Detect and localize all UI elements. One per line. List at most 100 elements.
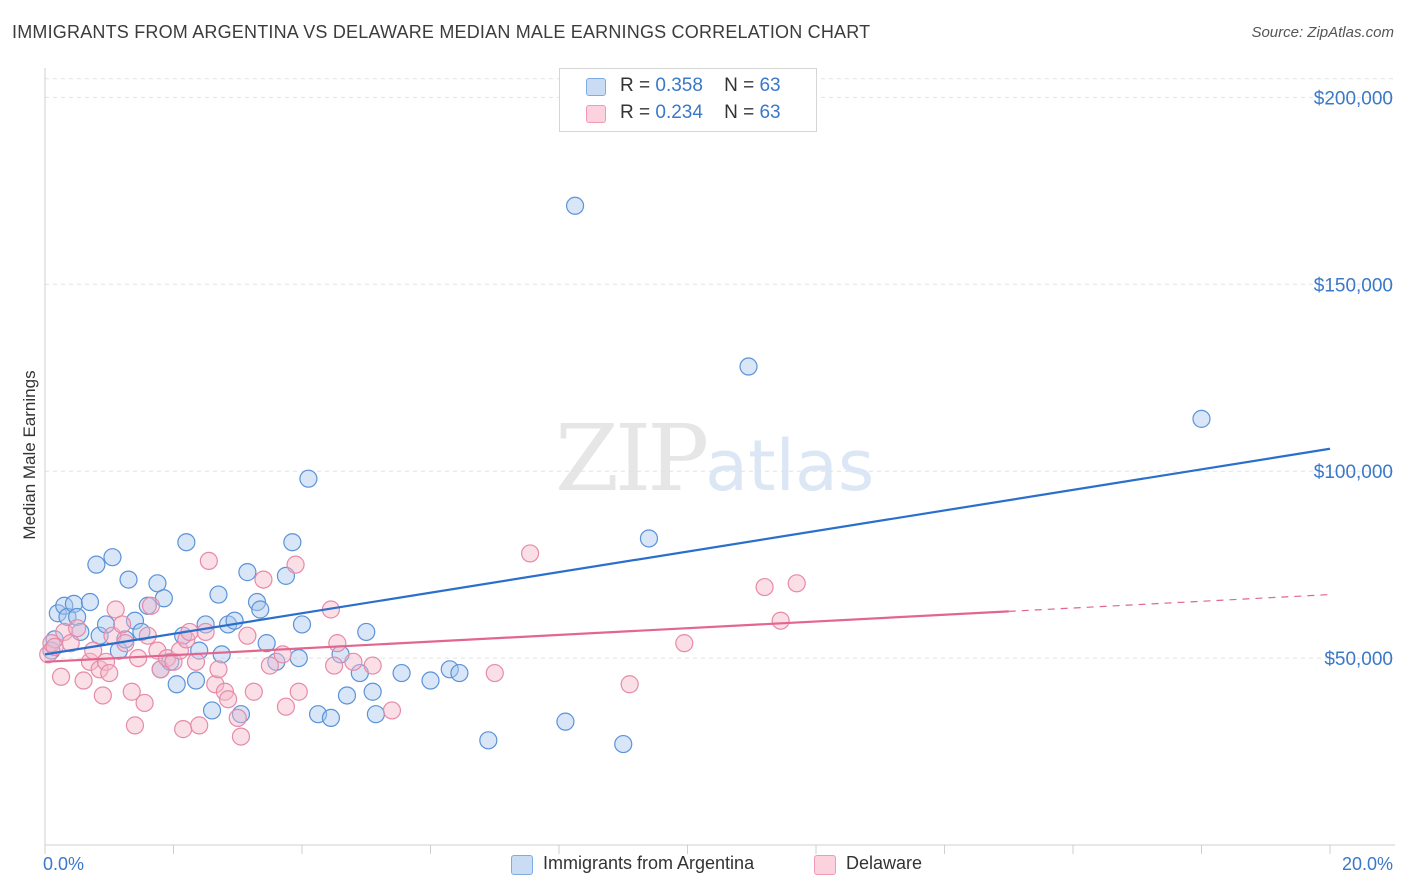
watermark-atlas: atlas bbox=[705, 425, 875, 507]
argentina-point bbox=[450, 663, 469, 683]
argentina-point bbox=[90, 626, 109, 645]
legend-r-label: R = bbox=[620, 75, 651, 96]
delaware-point bbox=[206, 675, 225, 694]
argentina-point bbox=[148, 574, 167, 593]
delaware-point bbox=[122, 682, 141, 701]
x-tick-label: 20.0% bbox=[1342, 854, 1393, 874]
data-points bbox=[39, 196, 1211, 754]
argentina-point bbox=[225, 611, 244, 630]
y-tick-label: $100,000 bbox=[1314, 462, 1393, 483]
delaware-point bbox=[363, 656, 382, 675]
delaware-point bbox=[219, 690, 238, 709]
argentina-point bbox=[366, 705, 385, 724]
delaware-point bbox=[520, 544, 540, 563]
delaware-point bbox=[106, 600, 125, 619]
argentina-point bbox=[292, 615, 312, 634]
argentina-point bbox=[177, 533, 196, 552]
delaware-point bbox=[90, 660, 109, 679]
argentina-point bbox=[363, 682, 382, 701]
argentina-point bbox=[212, 645, 231, 664]
argentina-point bbox=[299, 469, 318, 488]
delaware-point bbox=[164, 652, 183, 671]
axes bbox=[44, 68, 1395, 854]
argentina-point bbox=[167, 675, 186, 694]
legend-r-value: 0.234 bbox=[655, 102, 703, 123]
argentina-point bbox=[739, 357, 758, 376]
legend-n-label: N = bbox=[724, 102, 755, 123]
legend-r-value: 0.358 bbox=[655, 75, 703, 96]
delaware-point bbox=[125, 716, 145, 735]
delaware-point bbox=[382, 701, 402, 720]
argentina-point bbox=[421, 671, 440, 690]
legend-n-label: N = bbox=[724, 75, 755, 96]
zipatlas-watermark: ZIPatlas bbox=[555, 405, 874, 512]
delaware-point bbox=[228, 708, 247, 728]
argentina-point bbox=[614, 734, 633, 754]
argentina-point bbox=[392, 663, 411, 683]
argentina-point bbox=[186, 671, 206, 690]
delaware-point bbox=[344, 652, 363, 671]
delaware-point bbox=[141, 596, 161, 615]
delaware-point bbox=[112, 615, 132, 634]
y-axis-label: Median Male Earnings bbox=[20, 370, 39, 540]
y-tick-label: $50,000 bbox=[1324, 649, 1393, 670]
legend-n-value: 63 bbox=[759, 75, 781, 96]
x-tick-label: 0.0% bbox=[43, 854, 84, 874]
delaware-point bbox=[80, 652, 100, 671]
argentina-point bbox=[565, 196, 585, 215]
delaware-point bbox=[328, 634, 347, 653]
series-delaware bbox=[39, 544, 806, 746]
argentina-point bbox=[440, 660, 459, 679]
argentina-point bbox=[321, 708, 341, 728]
argentina-point bbox=[209, 585, 228, 604]
y-tick-label: $200,000 bbox=[1314, 88, 1393, 109]
delaware-point bbox=[186, 652, 206, 671]
chart-source: Source: ZipAtlas.com bbox=[1251, 24, 1394, 41]
delaware-point bbox=[231, 727, 251, 746]
argentina-point bbox=[289, 648, 308, 668]
delaware-point bbox=[244, 682, 263, 701]
delaware-point bbox=[68, 619, 87, 638]
legend-swatch-argentina bbox=[586, 78, 606, 96]
chart-title: IMMIGRANTS FROM ARGENTINA VS DELAWARE ME… bbox=[12, 22, 871, 42]
delaware-point bbox=[190, 716, 209, 735]
delaware-point bbox=[276, 697, 296, 716]
legend-swatch-delaware bbox=[586, 105, 606, 123]
delaware-point bbox=[196, 622, 215, 642]
series-argentina bbox=[42, 196, 1211, 754]
argentina-point bbox=[639, 529, 659, 548]
delaware-point bbox=[238, 626, 257, 645]
delaware-point bbox=[199, 551, 218, 571]
y-tick-label: $150,000 bbox=[1314, 275, 1393, 296]
delaware-point bbox=[51, 667, 71, 686]
delaware-trend-line bbox=[44, 610, 1009, 663]
watermark-zip: ZIP bbox=[555, 405, 709, 512]
argentina-point bbox=[479, 731, 498, 750]
delaware-point bbox=[100, 663, 119, 683]
delaware-point bbox=[61, 634, 80, 653]
argentina-point bbox=[119, 570, 138, 589]
argentina-point bbox=[1192, 409, 1211, 428]
argentina-point bbox=[257, 634, 276, 653]
argentina-point bbox=[202, 701, 222, 720]
delaware-point bbox=[74, 671, 93, 690]
delaware-point bbox=[771, 611, 790, 630]
delaware-point bbox=[755, 577, 774, 597]
tick-labels: $50,000 $100,000 $150,000 $200,000 0.0% 20.0% bbox=[43, 88, 1393, 874]
delaware-point bbox=[485, 663, 504, 683]
argentina-point bbox=[48, 604, 67, 623]
delaware-point bbox=[254, 570, 273, 589]
argentina-point bbox=[251, 600, 270, 619]
argentina-point bbox=[103, 548, 122, 567]
argentina-point bbox=[96, 615, 116, 634]
correlation-legend: R = 0.358 N = 63 R = 0.234 N = 63 bbox=[559, 68, 817, 132]
delaware-point bbox=[209, 660, 228, 679]
delaware-point bbox=[138, 626, 157, 645]
argentina-point bbox=[337, 686, 357, 705]
argentina-point bbox=[556, 712, 575, 731]
legend-n-value: 63 bbox=[759, 102, 781, 123]
legend-label-delaware: Delaware bbox=[846, 853, 923, 873]
legend-r-label: R = bbox=[620, 102, 651, 123]
delaware-point bbox=[260, 656, 279, 675]
